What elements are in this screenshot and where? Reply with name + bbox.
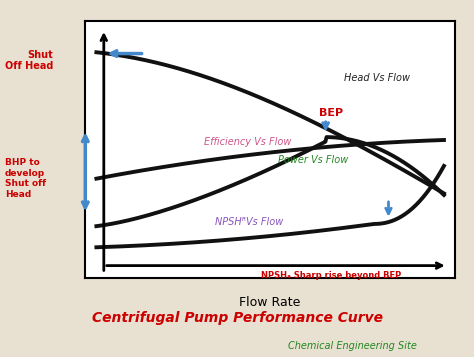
Text: Centrifugal Pump Performance Curve: Centrifugal Pump Performance Curve [91,311,383,325]
Text: Power Vs Flow: Power Vs Flow [278,155,348,165]
Text: Efficiency Vs Flow: Efficiency Vs Flow [204,137,291,147]
Text: Head Vs Flow: Head Vs Flow [344,73,410,83]
Text: NPSHᴿVs Flow: NPSHᴿVs Flow [215,217,283,227]
Text: Shut
Off Head: Shut Off Head [5,50,53,71]
Text: Flow Rate: Flow Rate [239,296,301,310]
Text: Chemical Engineering Site: Chemical Engineering Site [288,341,417,351]
Text: BEP: BEP [319,108,343,118]
Text: NPSHₐ Sharp rise beyond BEP: NPSHₐ Sharp rise beyond BEP [261,271,401,280]
Text: BHP to
develop
Shut off
Head: BHP to develop Shut off Head [5,159,46,198]
